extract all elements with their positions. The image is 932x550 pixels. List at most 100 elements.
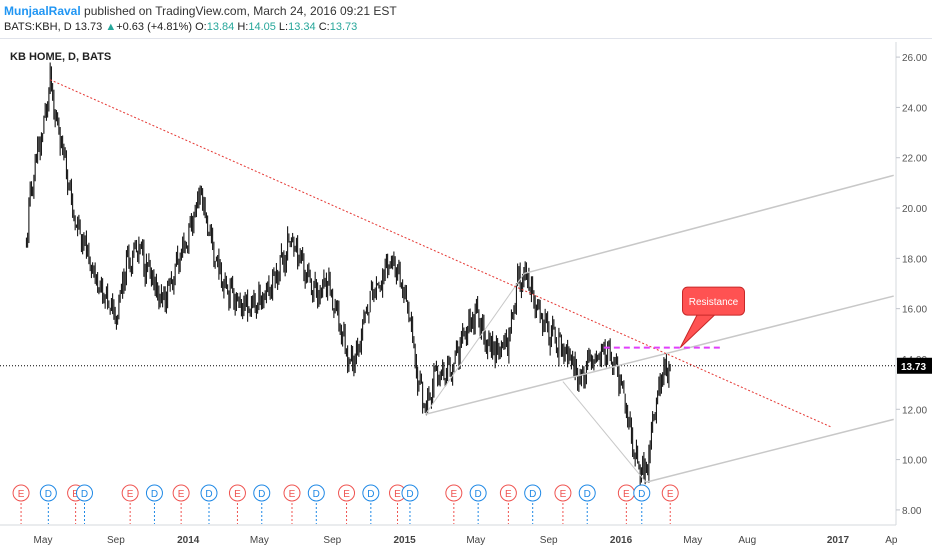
dividend-marker[interactable] (75, 484, 93, 502)
symbol-line: BATS:KBH, D 13.73 ▲+0.63 (+4.81%) O:13.8… (4, 21, 357, 33)
earnings-marker[interactable] (283, 484, 301, 502)
earnings-marker[interactable] (12, 484, 30, 502)
x-tick-label: Sep (540, 535, 558, 546)
event-marker-label: E (451, 489, 458, 500)
y-tick-label: 12.00 (902, 405, 927, 416)
y-tick-label: 8.00 (902, 506, 922, 517)
header: MunjaalRaval published on TradingView.co… (0, 0, 932, 38)
x-tick-label: Sep (323, 535, 341, 546)
event-marker-label: E (178, 489, 185, 500)
dividend-marker[interactable] (145, 484, 163, 502)
channel-upper-line (524, 174, 894, 275)
event-marker-label: E (127, 489, 134, 500)
dividend-marker[interactable] (578, 484, 596, 502)
drawings-layer: Resistance (0, 79, 896, 483)
earnings-marker[interactable] (661, 484, 679, 502)
x-tick-label: 2014 (177, 535, 200, 546)
event-marker-label: D (258, 489, 265, 500)
x-tick-label: Ap (885, 535, 898, 546)
earnings-marker[interactable] (338, 484, 356, 502)
dividend-marker[interactable] (633, 484, 651, 502)
header-divider (0, 38, 932, 39)
low-value: 13.34 (288, 21, 316, 33)
event-marker-label: D (205, 489, 212, 500)
event-marker-label: E (234, 489, 241, 500)
event-marker-label: E (505, 489, 512, 500)
dividend-marker[interactable] (253, 484, 271, 502)
x-tick-label: Sep (107, 535, 125, 546)
symbol: BATS:KBH, D (4, 21, 72, 33)
last-price: 13.73 (74, 21, 103, 33)
dividend-marker[interactable] (200, 484, 218, 502)
candlestick-series (25, 62, 671, 486)
dividend-marker[interactable] (469, 484, 487, 502)
downtrend-line (49, 79, 832, 428)
event-marker-label: D (638, 489, 645, 500)
dividend-marker[interactable] (307, 484, 325, 502)
event-marker-label: E (343, 489, 350, 500)
axes-layer: 26.0024.0022.0020.0018.0016.0014.0012.00… (34, 53, 932, 546)
chart-title: KB HOME, D, BATS (10, 51, 112, 63)
y-tick-label: 24.00 (902, 103, 927, 114)
event-marker-label: E (72, 489, 79, 500)
event-marker-label: E (623, 489, 630, 500)
event-marker-label: D (45, 489, 52, 500)
x-tick-label: May (466, 535, 485, 546)
publish-line: MunjaalRaval published on TradingView.co… (4, 4, 397, 18)
callout-box[interactable] (682, 286, 746, 316)
earnings-marker[interactable] (445, 484, 463, 502)
last-price-badge (897, 357, 932, 374)
low-label: L: (278, 21, 289, 33)
open-label: O: (195, 21, 207, 33)
earnings-marker[interactable] (121, 484, 139, 502)
earnings-marker[interactable] (172, 484, 190, 502)
earnings-marker[interactable] (499, 484, 517, 502)
earnings-marker[interactable] (228, 484, 246, 502)
close-value: 13.73 (329, 21, 358, 33)
author-link[interactable]: MunjaalRaval (4, 4, 81, 18)
x-tick-label: May (250, 535, 269, 546)
dividend-marker[interactable] (39, 484, 57, 502)
dividend-marker[interactable] (401, 484, 419, 502)
callout-label: Resistance (689, 297, 739, 308)
high-label: H: (237, 21, 249, 33)
high-value: 14.05 (248, 21, 276, 33)
channel-lower-line (645, 418, 894, 483)
event-marker-label: E (667, 489, 674, 500)
event-marker-label: D (367, 489, 374, 500)
event-marker-label: E (394, 489, 401, 500)
x-tick-label: 2017 (827, 535, 850, 546)
x-tick-label: Aug (738, 535, 756, 546)
open-value: 13.84 (206, 21, 235, 33)
y-tick-label: 20.00 (902, 204, 927, 215)
earnings-marker[interactable] (554, 484, 572, 502)
dividend-marker[interactable] (524, 484, 542, 502)
event-marker-label: D (81, 489, 88, 500)
y-tick-label: 16.00 (902, 305, 927, 316)
channel-middle-line (425, 295, 894, 416)
last-price-label: 13.73 (901, 362, 926, 373)
chart-frame (0, 42, 897, 526)
channel-bottom-left-line (562, 381, 647, 483)
event-marker-label: D (584, 489, 591, 500)
x-tick-label: May (34, 535, 53, 546)
x-tick-label: 2016 (610, 535, 633, 546)
dividend-marker[interactable] (362, 484, 380, 502)
x-tick-label: May (683, 535, 702, 546)
event-marker-label: D (313, 489, 320, 500)
event-marker-label: D (475, 489, 482, 500)
event-marker-label: E (289, 489, 296, 500)
up-arrow-icon: ▲ (105, 21, 117, 33)
event-marker-label: E (560, 489, 567, 500)
y-tick-label: 26.00 (902, 53, 927, 64)
published-text: published on TradingView.com, March 24, … (84, 4, 397, 18)
y-tick-label: 10.00 (902, 456, 927, 467)
x-tick-label: 2015 (394, 535, 417, 546)
channel-left-line (424, 273, 525, 415)
event-marker-label: D (529, 489, 536, 500)
y-tick-label: 18.00 (902, 254, 927, 265)
event-marker-label: E (18, 489, 25, 500)
price-change: +0.63 (+4.81%) (116, 21, 193, 33)
